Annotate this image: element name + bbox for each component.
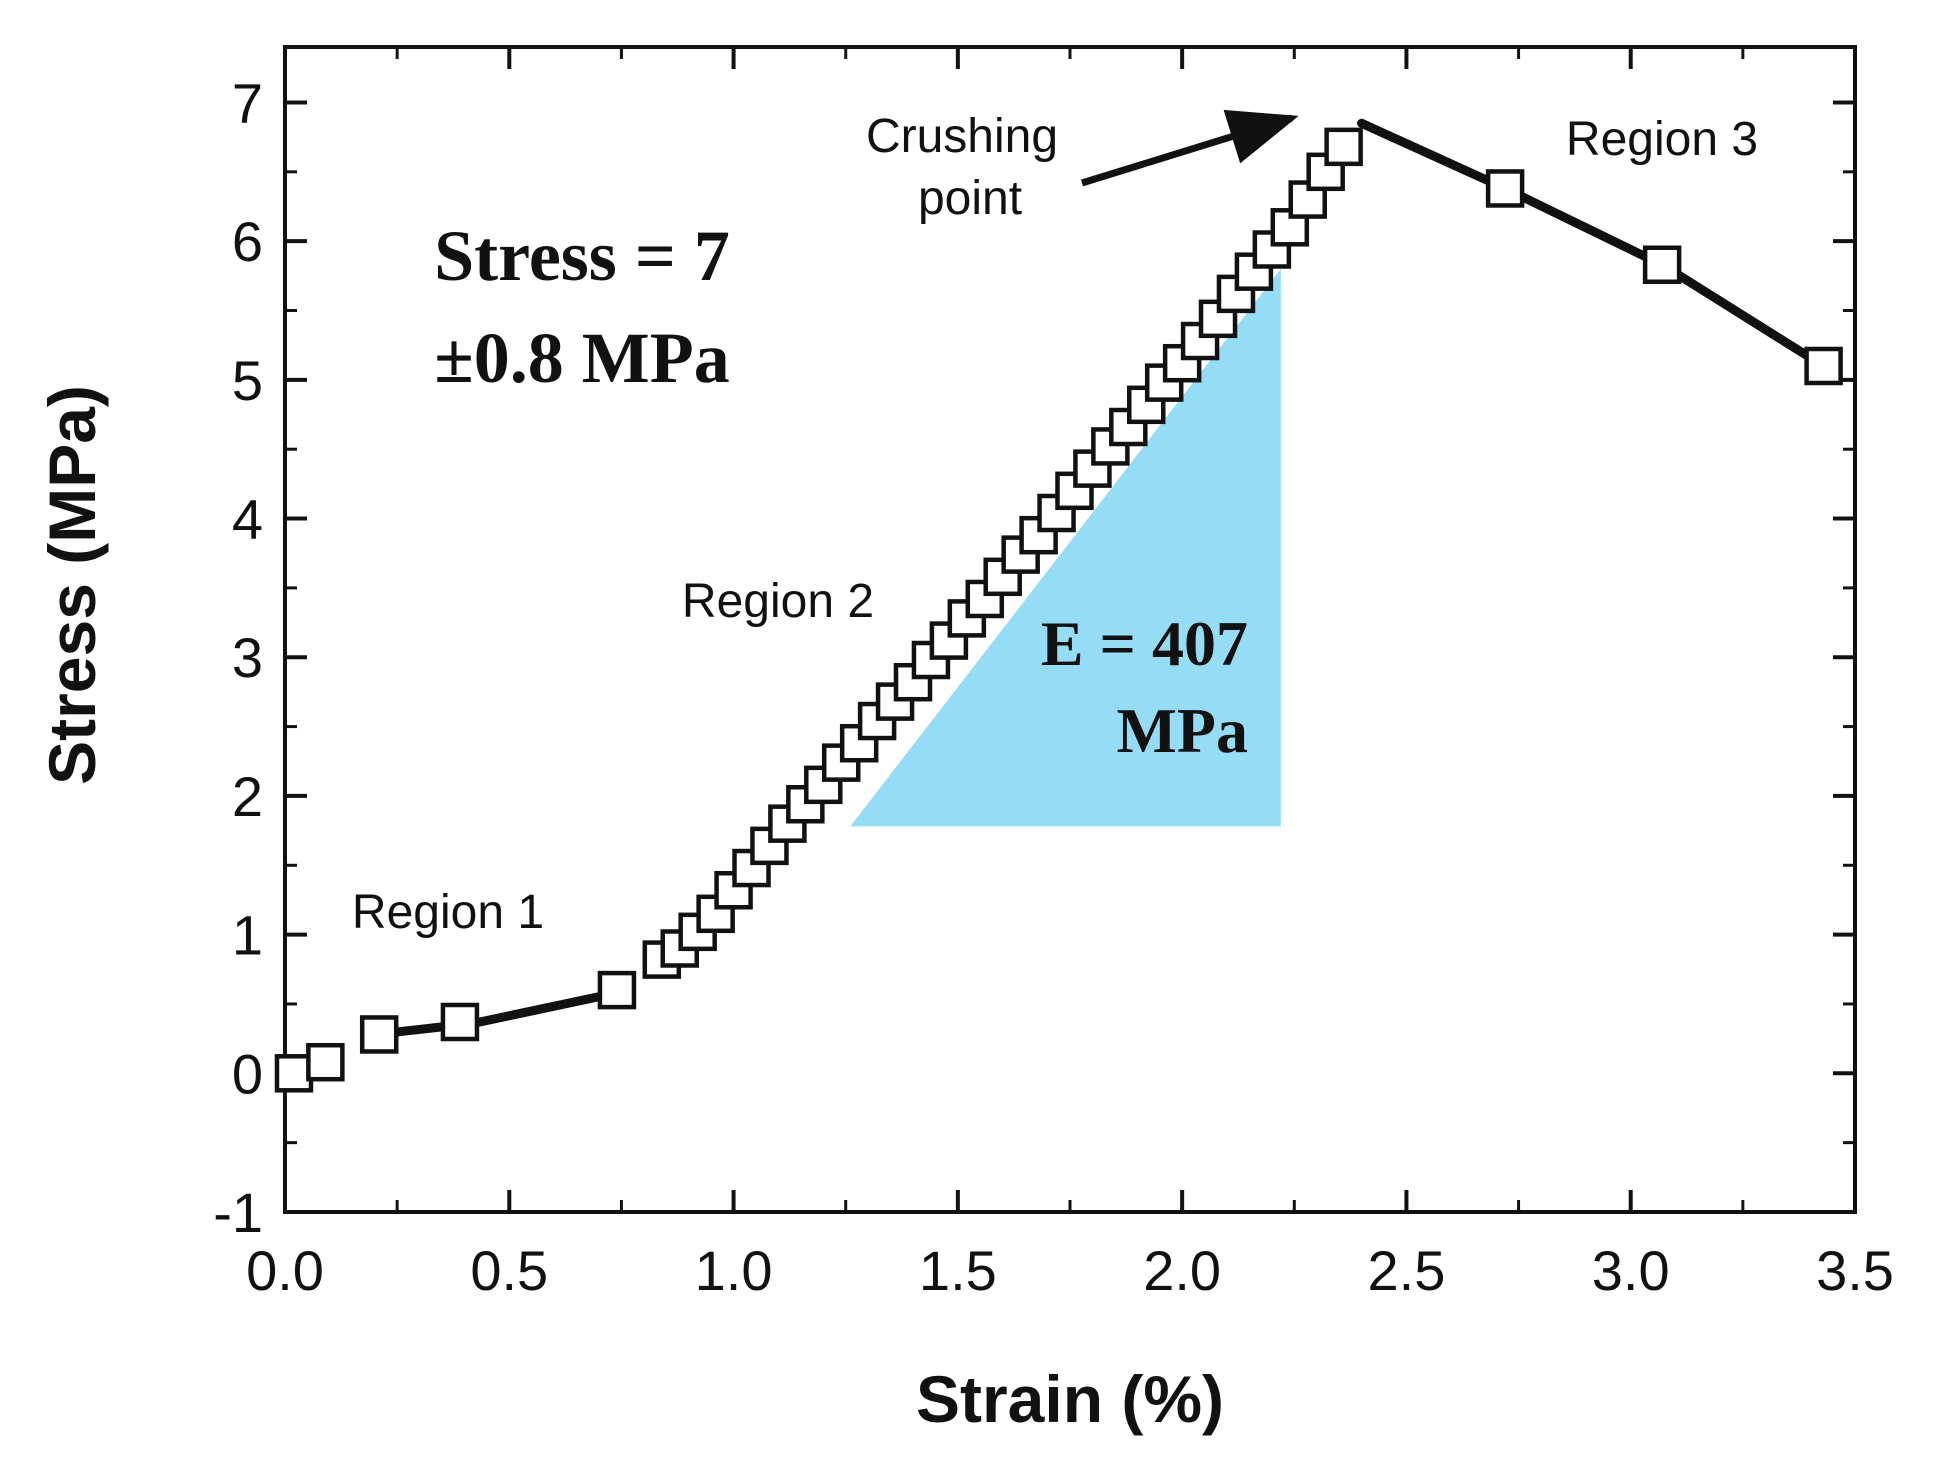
- data-point: [306, 1042, 345, 1082]
- stress-annotation-line2: ±0.8 MPa: [434, 318, 729, 398]
- data-point: [1324, 127, 1363, 167]
- x-axis-title: Strain (%): [916, 1362, 1224, 1436]
- y-tick-label: 7: [232, 71, 263, 134]
- region-3-label: Region 3: [1566, 113, 1758, 166]
- region-2-label: Region 2: [682, 575, 874, 628]
- data-markers: [274, 127, 1843, 1093]
- y-tick-label: -1: [213, 1181, 263, 1244]
- y-tick-label: 4: [232, 488, 263, 551]
- x-tick-label: 2.0: [1143, 1239, 1221, 1302]
- data-point: [597, 970, 637, 1010]
- series-line-segment: [1657, 260, 1829, 371]
- y-tick-label: 1: [232, 904, 263, 967]
- data-point: [440, 1002, 480, 1042]
- x-tick-label: 2.5: [1367, 1239, 1445, 1302]
- data-point: [359, 1015, 399, 1054]
- y-tick-label: 0: [232, 1042, 263, 1105]
- y-tick-label: 2: [232, 765, 263, 828]
- x-tick-label: 3.5: [1816, 1239, 1894, 1302]
- x-tick-label: 1.0: [695, 1239, 773, 1302]
- y-tick-label: 5: [232, 349, 263, 412]
- y-tick-label: 3: [232, 626, 263, 689]
- stress-annotation-line1: Stress = 7: [434, 216, 730, 296]
- axis-ticks: 0.0 0.5 1.0 1.5 2.0 2.5 3.0 3.5 -1 0 1 2 3 4 5 6 7: [213, 47, 1894, 1302]
- region-1-label: Region 1: [352, 886, 544, 939]
- y-tick-label: 6: [232, 210, 263, 273]
- series-line-segment: [1357, 118, 1510, 193]
- crushing-point-label-line2: point: [918, 172, 1022, 225]
- data-point: [1804, 346, 1843, 386]
- x-tick-label: 0.0: [246, 1239, 324, 1302]
- data-point: [1642, 245, 1682, 284]
- modulus-annotation-line2: MPa: [1117, 695, 1249, 766]
- data-point: [1485, 169, 1525, 208]
- modulus-shaded-triangle: [850, 268, 1281, 827]
- x-tick-label: 0.5: [470, 1239, 548, 1302]
- series-line-segment: [1500, 183, 1667, 270]
- series-line-segment: [468, 988, 622, 1028]
- y-axis-title: Stress (MPa): [35, 385, 109, 785]
- crushing-point-label-line1: Crushing: [866, 110, 1058, 163]
- modulus-annotation-line1: E = 407: [1041, 608, 1248, 679]
- x-tick-label: 1.5: [919, 1239, 997, 1302]
- crushing-point-arrow: [1080, 109, 1299, 187]
- data-point: [274, 1054, 314, 1093]
- x-tick-label: 3.0: [1592, 1239, 1670, 1302]
